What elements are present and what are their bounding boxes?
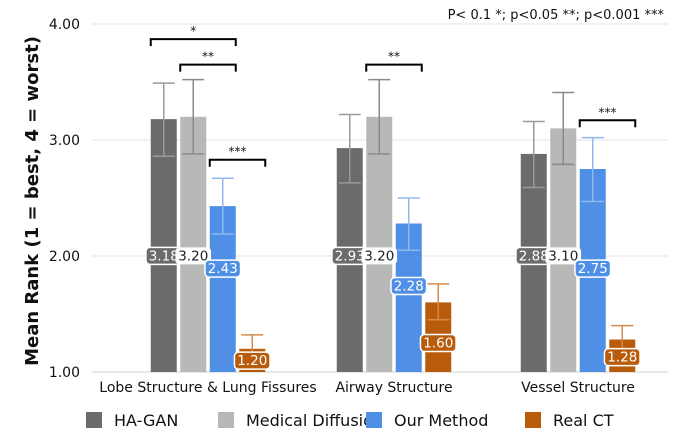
data-label: 1.20: [237, 353, 267, 369]
significance-label: *: [190, 24, 196, 38]
significance-brackets: ***********: [149, 24, 637, 167]
data-label-bg: [545, 247, 582, 265]
data-label-bg: [419, 333, 457, 353]
x-category-label: Lobe Structure & Lung Fissures: [99, 380, 316, 396]
data-label-bg: [390, 276, 428, 296]
y-axis-title: Mean Rank (1 = best, 4 = worst): [22, 36, 43, 366]
data-label: 3.20: [364, 248, 394, 264]
data-label: 2.88: [519, 248, 549, 264]
legend-swatch: [218, 412, 234, 428]
bar: [366, 116, 393, 372]
data-label-bg: [233, 351, 271, 370]
significance-label: **: [202, 50, 214, 64]
legend-swatch: [86, 412, 102, 428]
data-label: 2.28: [394, 278, 424, 294]
data-label-bg: [603, 347, 641, 367]
significance-label: **: [388, 50, 400, 64]
x-category-label: Airway Structure: [335, 380, 452, 396]
error-bars: [152, 78, 634, 365]
data-label-bg: [204, 259, 242, 278]
significance-label: ***: [229, 145, 247, 159]
data-label: 3.18: [149, 248, 179, 264]
significance-bracket: [578, 119, 637, 128]
data-label-bg: [361, 247, 398, 265]
significance-bracket: [208, 158, 267, 167]
legend-label: Our Method: [394, 411, 488, 430]
data-label: 1.60: [423, 336, 453, 352]
significance-note: P< 0.1 *; p<0.05 **; p<0.001 ***: [448, 8, 665, 23]
data-label: 1.28: [607, 350, 637, 366]
legend: HA-GAN Medical Diffusion Our Method Real CT: [86, 411, 614, 430]
x-category-label: Vessel Structure: [521, 380, 635, 396]
bar: [150, 119, 177, 373]
significance-bracket: [179, 63, 237, 72]
x-axis-category-labels: Lobe Structure & Lung Fissures Airway Str…: [99, 380, 635, 396]
data-label-bg: [175, 247, 212, 265]
significance-bracket: [365, 63, 423, 72]
y-tick-label: 1.00: [49, 365, 80, 381]
legend-swatch: [366, 412, 382, 428]
significance-bracket: [149, 38, 237, 47]
significance-label: ***: [599, 105, 617, 119]
y-axis-ticks: 1.00 2.00 3.00 4.00: [49, 17, 80, 381]
bar: [180, 116, 207, 372]
legend-swatch: [525, 412, 541, 428]
y-tick-label: 2.00: [49, 249, 80, 265]
data-label: 3.10: [548, 248, 578, 264]
data-label: 2.43: [208, 261, 238, 277]
y-tick-label: 4.00: [49, 17, 80, 33]
data-label-bg: [574, 259, 612, 278]
legend-label: HA-GAN: [114, 411, 178, 430]
data-label: 2.93: [335, 248, 365, 264]
data-labels: 3.18 2.93 2.88 3.20 3.20 3.10 2.43 2.28 2.75 1.20…: [145, 246, 641, 370]
data-label: 2.75: [578, 261, 608, 277]
legend-label: Medical Diffusion: [246, 411, 383, 430]
data-label: 3.20: [178, 248, 208, 264]
y-tick-label: 3.00: [49, 133, 80, 149]
legend-label: Real CT: [553, 411, 614, 430]
